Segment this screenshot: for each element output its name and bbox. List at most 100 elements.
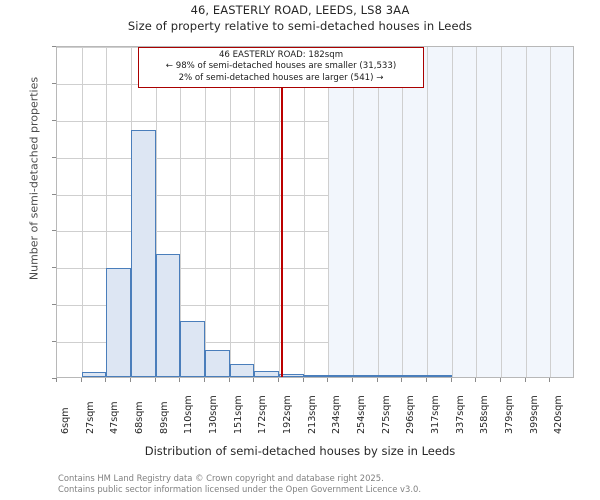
gridline-vertical [451, 47, 453, 377]
gridline-horizontal [57, 305, 573, 307]
gridline-horizontal [57, 120, 573, 122]
histogram-bar [279, 373, 304, 377]
x-axis-tick-mark [450, 378, 452, 382]
x-axis-tick-mark [204, 378, 205, 382]
x-axis-tick-mark [278, 378, 279, 382]
gridline-vertical [106, 47, 108, 377]
x-axis-tick-mark [228, 378, 230, 382]
histogram-bar [254, 370, 279, 377]
x-axis-tick-mark [253, 378, 255, 382]
x-axis-tick-mark [327, 378, 329, 382]
x-axis-tick-mark [56, 378, 57, 382]
x-axis-tick-label: 213sqm [306, 395, 318, 434]
gridline-vertical [525, 47, 527, 377]
callout-line-3: 2% of semi-detached houses are larger (5… [178, 72, 384, 83]
gridline-vertical [155, 47, 157, 377]
x-axis-tick-label: 337sqm [454, 395, 466, 434]
x-axis-tick-mark [352, 378, 353, 382]
x-axis-tick-label: 130sqm [208, 395, 219, 434]
x-axis-tick-mark [130, 378, 131, 382]
x-axis-tick-label: 420sqm [553, 395, 565, 434]
gridline-horizontal [57, 268, 573, 270]
gridline-vertical [205, 47, 206, 377]
footer-line-1: Contains HM Land Registry data © Crown c… [58, 473, 384, 483]
x-axis-tick-mark [80, 378, 82, 382]
x-axis-tick-label: 379sqm [504, 395, 515, 434]
larger-properties-shaded-region [328, 47, 573, 377]
y-axis-tick-mark [52, 378, 56, 379]
y-axis-tick-mark [52, 46, 56, 47]
x-axis-tick-label: 275sqm [380, 395, 392, 434]
gridline-vertical [229, 47, 231, 377]
x-axis-tick-mark [105, 378, 107, 382]
histogram-bar [131, 129, 156, 377]
gridline-horizontal [57, 231, 573, 233]
x-axis-tick-mark [401, 378, 403, 382]
histogram-bar [106, 268, 131, 377]
gridline-vertical [180, 47, 182, 377]
histogram-bar [81, 372, 107, 377]
attribution-footer: Contains HM Land Registry data © Crown c… [58, 473, 421, 496]
gridline-horizontal [57, 194, 573, 196]
callout-line-2: ← 98% of semi-detached houses are smalle… [165, 61, 397, 72]
plot-area [56, 46, 574, 378]
gridline-vertical [254, 47, 256, 377]
x-axis-tick-label: 172sqm [257, 395, 269, 434]
y-axis-tick-mark [52, 193, 56, 195]
histogram-bar [180, 320, 205, 377]
chart-title: 46, EASTERLY ROAD, LEEDS, LS8 3AA [190, 3, 410, 17]
x-axis-tick-label: 254sqm [356, 395, 367, 434]
x-axis-tick-label: 47sqm [109, 401, 121, 434]
gridline-vertical [81, 47, 83, 377]
x-axis-tick-mark [154, 378, 156, 382]
y-axis-tick-mark [52, 156, 56, 158]
x-axis-tick-mark [302, 378, 304, 382]
chart-subtitle: Size of property relative to semi-detach… [127, 19, 473, 33]
y-axis-tick-mark [52, 341, 56, 343]
histogram-bar [205, 350, 230, 377]
x-axis-tick-label: 6sqm [60, 407, 71, 434]
histogram-bar [353, 375, 378, 377]
x-axis-tick-mark [179, 378, 181, 382]
x-axis-tick-label: 110sqm [183, 395, 195, 434]
gridline-vertical [476, 47, 478, 377]
x-axis-tick-label: 317sqm [430, 395, 441, 434]
gridline-horizontal [57, 342, 573, 344]
callout-line-1: 46 EASTERLY ROAD: 182sqm [218, 50, 344, 60]
gridline-vertical [328, 47, 330, 377]
x-axis-tick-label: 151sqm [232, 395, 244, 434]
x-axis-tick-label: 68sqm [134, 401, 145, 434]
gridline-vertical [501, 47, 502, 377]
gridline-vertical [279, 47, 280, 377]
histogram-bar [229, 364, 255, 377]
x-axis-tick-label: 27sqm [84, 401, 96, 434]
y-axis-tick-mark [52, 304, 56, 306]
gridline-vertical [377, 47, 379, 377]
x-axis-tick-mark [426, 378, 427, 382]
y-axis-tick-mark [52, 82, 56, 84]
x-axis-tick-mark [500, 378, 501, 382]
gridline-vertical [303, 47, 305, 377]
x-axis-tick-label: 358sqm [479, 395, 491, 434]
gridline-vertical [402, 47, 404, 377]
gridline-vertical [427, 47, 428, 377]
histogram-bar [328, 375, 353, 377]
histogram-bar [155, 254, 181, 377]
histogram-bar [377, 375, 403, 377]
x-axis-tick-label: 192sqm [282, 395, 293, 434]
gridline-vertical [550, 47, 552, 377]
y-axis-tick-mark [52, 119, 56, 121]
histogram-bar [427, 375, 452, 377]
gridline-horizontal [57, 157, 573, 159]
x-axis-tick-mark [549, 378, 551, 382]
y-axis-tick-mark [52, 230, 56, 232]
x-axis-tick-mark [524, 378, 526, 382]
y-axis-tick-mark [52, 267, 56, 269]
gridline-vertical [353, 47, 354, 377]
x-axis-tick-mark [475, 378, 477, 382]
histogram-bar [303, 374, 329, 377]
x-axis-tick-label: 399sqm [528, 395, 540, 434]
x-axis-tick-label: 89sqm [158, 401, 170, 434]
histogram-bar [402, 375, 427, 377]
x-axis-tick-label: 234sqm [331, 395, 343, 434]
